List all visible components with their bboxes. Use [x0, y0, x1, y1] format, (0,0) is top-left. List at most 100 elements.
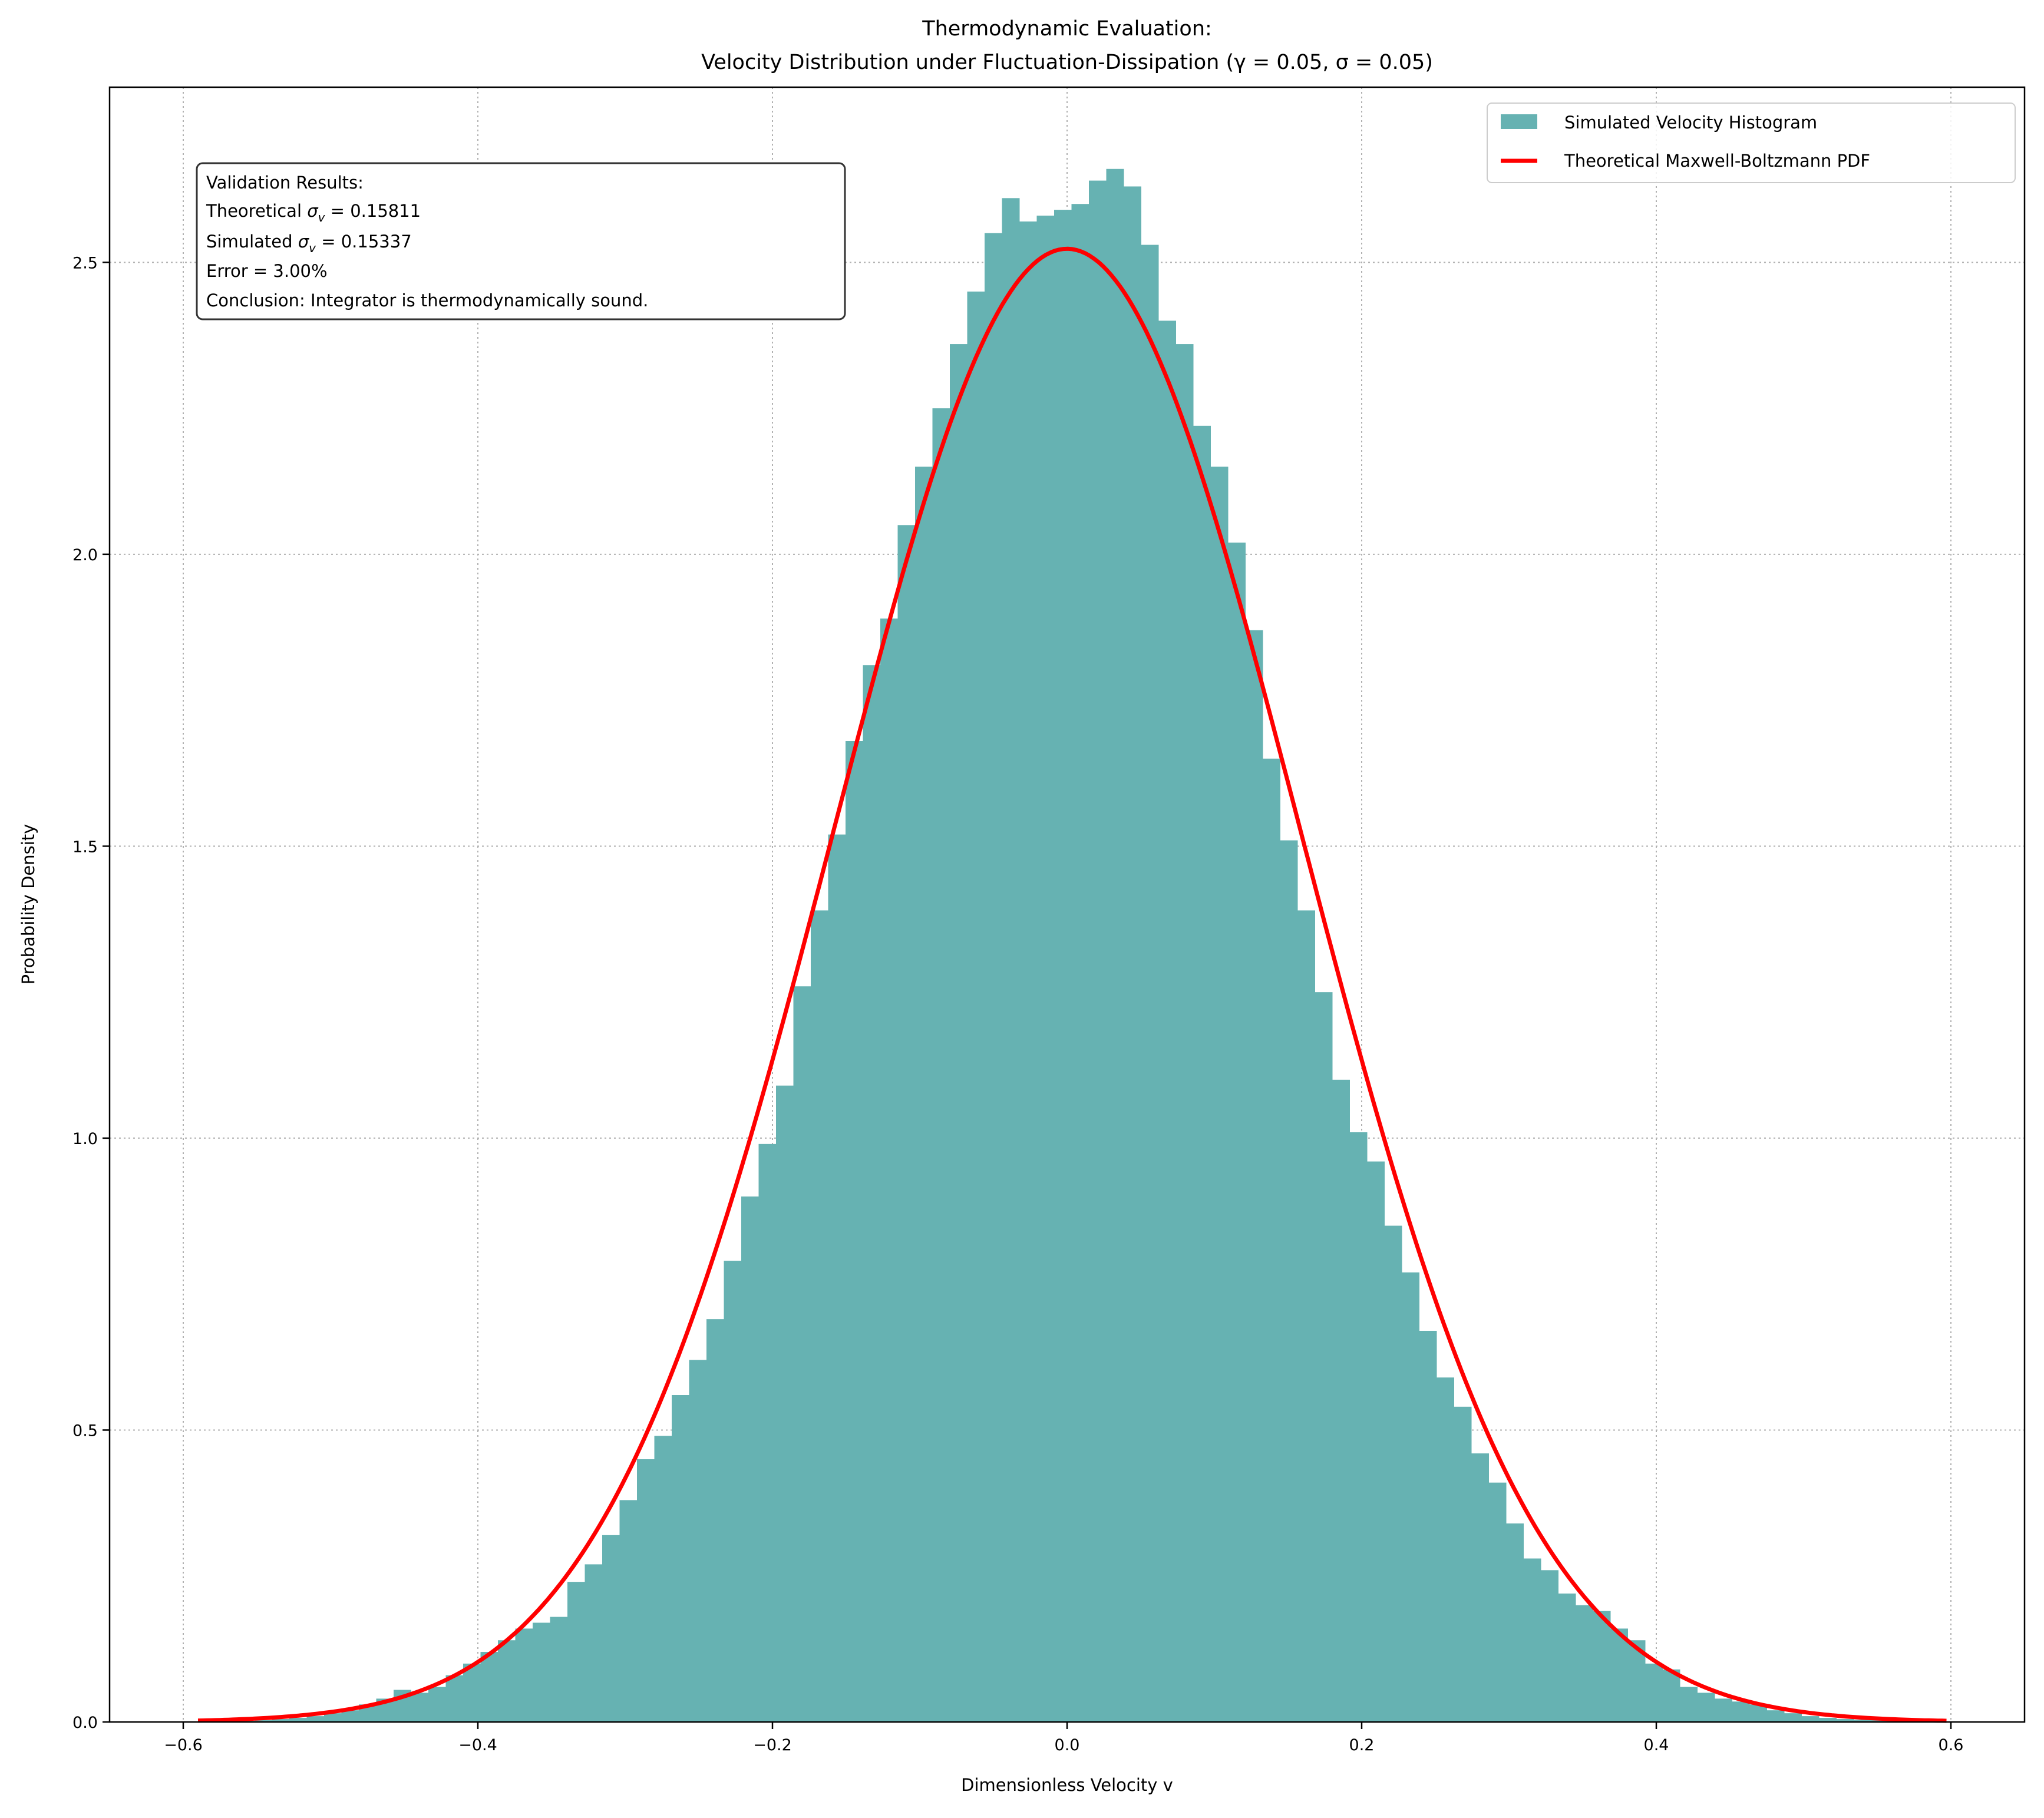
histogram-bar — [411, 1693, 429, 1722]
histogram-bar — [1315, 992, 1333, 1722]
histogram-bar — [1680, 1687, 1698, 1722]
histogram-bar — [932, 408, 950, 1722]
histogram-bar — [758, 1143, 777, 1722]
histogram-bar — [1784, 1713, 1802, 1722]
x-tick-label: −0.2 — [753, 1736, 792, 1754]
histogram-bar — [1002, 198, 1020, 1723]
histogram-bar — [1141, 244, 1159, 1722]
histogram-bar — [1036, 216, 1055, 1723]
histogram-bar — [706, 1319, 724, 1722]
legend: Simulated Velocity Histogram Theoretical… — [1487, 103, 2016, 183]
histogram-bar — [880, 618, 898, 1722]
histogram-bar — [324, 1713, 342, 1722]
histogram-bar — [1158, 320, 1176, 1722]
histogram-bar — [1437, 1377, 1454, 1722]
histogram-bar — [1419, 1330, 1437, 1722]
histogram-bar — [1193, 425, 1211, 1723]
x-axis-label: Dimensionless Velocity v — [961, 1775, 1173, 1795]
histogram-bar — [1558, 1593, 1576, 1722]
histogram-bar — [1245, 630, 1263, 1722]
histogram-bar — [480, 1652, 498, 1722]
histogram-bar — [1454, 1406, 1472, 1722]
histogram-bar — [985, 233, 1002, 1723]
histogram-bar — [1697, 1693, 1715, 1722]
histogram-bar — [1367, 1161, 1385, 1722]
histogram-bar — [341, 1710, 359, 1722]
histogram-bar — [289, 1718, 307, 1722]
histogram-bar — [1766, 1710, 1785, 1722]
histogram-bar — [724, 1261, 742, 1722]
histogram-bar — [1124, 186, 1141, 1722]
histogram-bar — [654, 1436, 672, 1722]
histogram-bar — [1715, 1698, 1732, 1722]
histogram-bar — [1054, 210, 1072, 1722]
histogram-bar — [846, 741, 863, 1722]
y-tick-label: 2.5 — [72, 254, 98, 272]
histogram-bar — [915, 467, 933, 1723]
histogram-bar — [689, 1360, 707, 1722]
textbox-heading: Validation Results: — [206, 173, 364, 193]
chart-title-line1: Thermodynamic Evaluation: — [922, 17, 1212, 41]
x-tick-label: 0.4 — [1644, 1736, 1669, 1754]
legend-swatch-histogram — [1501, 114, 1537, 129]
histogram-bar — [1349, 1132, 1368, 1722]
textbox-theoretical: Theoretical σv = 0.15811 — [206, 201, 421, 224]
histogram-bar — [1071, 204, 1089, 1722]
histogram-bar — [1645, 1663, 1663, 1722]
histogram-bar — [272, 1719, 290, 1722]
x-tick-label: 0.6 — [1939, 1736, 1964, 1754]
histogram-bar — [1593, 1611, 1611, 1722]
y-tick-label: 1.5 — [72, 838, 98, 856]
histogram-bar — [306, 1716, 325, 1722]
histogram-bar — [1089, 180, 1107, 1722]
histogram-bar — [1210, 467, 1229, 1723]
histogram-bar — [1801, 1716, 1820, 1722]
histogram-bar — [585, 1564, 603, 1722]
histogram-bar — [672, 1395, 689, 1722]
y-tick-label: 0.0 — [72, 1714, 98, 1732]
legend-label-histogram: Simulated Velocity Histogram — [1564, 113, 1817, 133]
histogram-bar — [1488, 1482, 1507, 1722]
histogram-bar — [1732, 1701, 1750, 1722]
histogram-bar — [1576, 1605, 1593, 1722]
legend-label-curve: Theoretical Maxwell-Boltzmann PDF — [1564, 151, 1870, 171]
histogram-bar — [1749, 1704, 1767, 1722]
histogram-bar — [463, 1663, 481, 1722]
y-tick-label: 2.0 — [72, 546, 98, 564]
textbox-conclusion: Conclusion: Integrator is thermodynamica… — [206, 290, 648, 310]
histogram-bar — [255, 1720, 272, 1722]
y-axis-label: Probability Density — [18, 824, 38, 985]
histogram-bar — [1836, 1719, 1854, 1722]
histogram-bar — [776, 1085, 794, 1722]
validation-textbox: Validation Results: Theoretical σv = 0.1… — [196, 162, 846, 320]
histogram-bar — [515, 1628, 533, 1722]
histogram-bar — [1175, 344, 1194, 1723]
axis-ticks: −0.6 −0.4 −0.2 0.0 0.2 0.4 0.6 0.0 0.5 1.0 1.5 2.0 2… — [72, 254, 1963, 1754]
x-tick-label: 0.0 — [1055, 1736, 1080, 1754]
histogram-bar — [498, 1640, 516, 1722]
histogram-bars — [202, 168, 1959, 1723]
histogram-bar — [1280, 840, 1298, 1722]
chart-title-line2: Velocity Distribution under Fluctuation-… — [701, 51, 1433, 74]
histogram-bar — [602, 1535, 620, 1722]
histogram-bar — [1263, 758, 1280, 1722]
y-tick-label: 1.0 — [72, 1130, 98, 1148]
histogram-bar — [637, 1459, 655, 1722]
histogram-bar — [1019, 221, 1037, 1722]
histogram-bar — [1662, 1669, 1680, 1722]
histogram-bar — [950, 344, 967, 1723]
histogram-bar — [550, 1617, 568, 1722]
histogram-bar — [1332, 1079, 1350, 1722]
histogram-bar — [863, 665, 881, 1722]
histogram-bar — [1106, 168, 1124, 1722]
histogram-bar — [1541, 1570, 1558, 1722]
histogram-bar — [741, 1196, 759, 1722]
textbox-error: Error = 3.00% — [206, 261, 328, 281]
histogram-bar — [828, 834, 846, 1722]
histogram-bar — [1523, 1558, 1541, 1722]
histogram-bar — [897, 525, 916, 1722]
x-tick-label: 0.2 — [1349, 1736, 1375, 1754]
histogram-bar — [967, 291, 985, 1722]
histogram-bar — [619, 1500, 638, 1722]
